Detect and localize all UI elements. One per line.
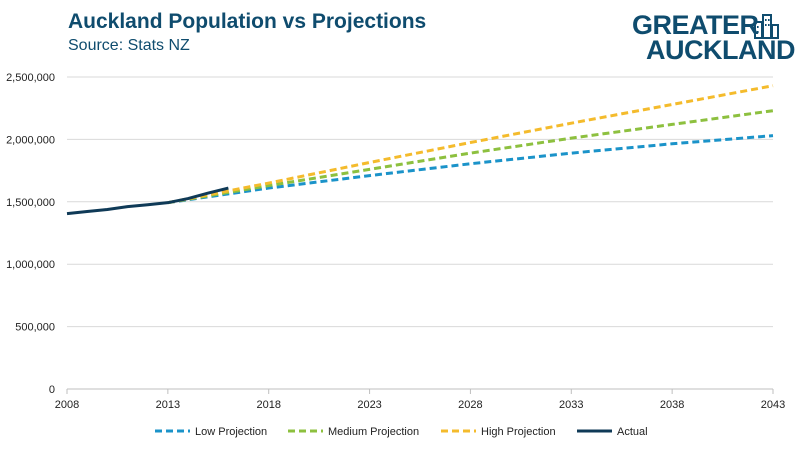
logo-text-line1: GREATER [632, 10, 759, 40]
x-tick-label: 2008 [55, 399, 79, 411]
x-tick-label: 2018 [256, 399, 280, 411]
series-line-actual [66, 186, 229, 216]
series-line-medium-projection [167, 109, 774, 205]
y-tick-label: 1,500,000 [6, 197, 55, 209]
legend-label: Actual [617, 426, 648, 438]
gridlines [67, 76, 773, 328]
y-tick-label: 500,000 [15, 322, 55, 334]
city-buildings-icon [754, 14, 779, 39]
logo-text-line2: AUCKLAND [646, 35, 795, 65]
chart-title: Auckland Population vs Projections [68, 10, 427, 33]
y-tick-label: 0 [49, 384, 55, 396]
chart-subtitle: Source: Stats NZ [68, 37, 190, 54]
x-tick-label: 2028 [458, 399, 482, 411]
x-tick-label: 2013 [156, 399, 180, 411]
x-tick-label: 2023 [357, 399, 381, 411]
greater-auckland-logo: GREATER AUCKLAND [632, 10, 795, 64]
series-line-high-projection [167, 84, 774, 205]
x-tick-label: 2038 [660, 399, 684, 411]
x-tick-label: 2033 [559, 399, 583, 411]
axes: 0 500,000 1,000,000 1,500,000 2,000,000 2,500… [6, 72, 785, 411]
legend-label: Low Projection [195, 426, 267, 438]
series-lines [66, 84, 774, 216]
y-tick-label: 2,000,000 [6, 134, 55, 146]
series-line-low-projection [167, 134, 774, 205]
x-tick-label: 2043 [761, 399, 785, 411]
legend: Low Projection Medium Projection High Proj… [155, 426, 648, 438]
legend-label: High Projection [481, 426, 556, 438]
legend-label: Medium Projection [328, 426, 419, 438]
y-tick-label: 1,000,000 [6, 259, 55, 271]
y-tick-label: 2,500,000 [6, 72, 55, 84]
